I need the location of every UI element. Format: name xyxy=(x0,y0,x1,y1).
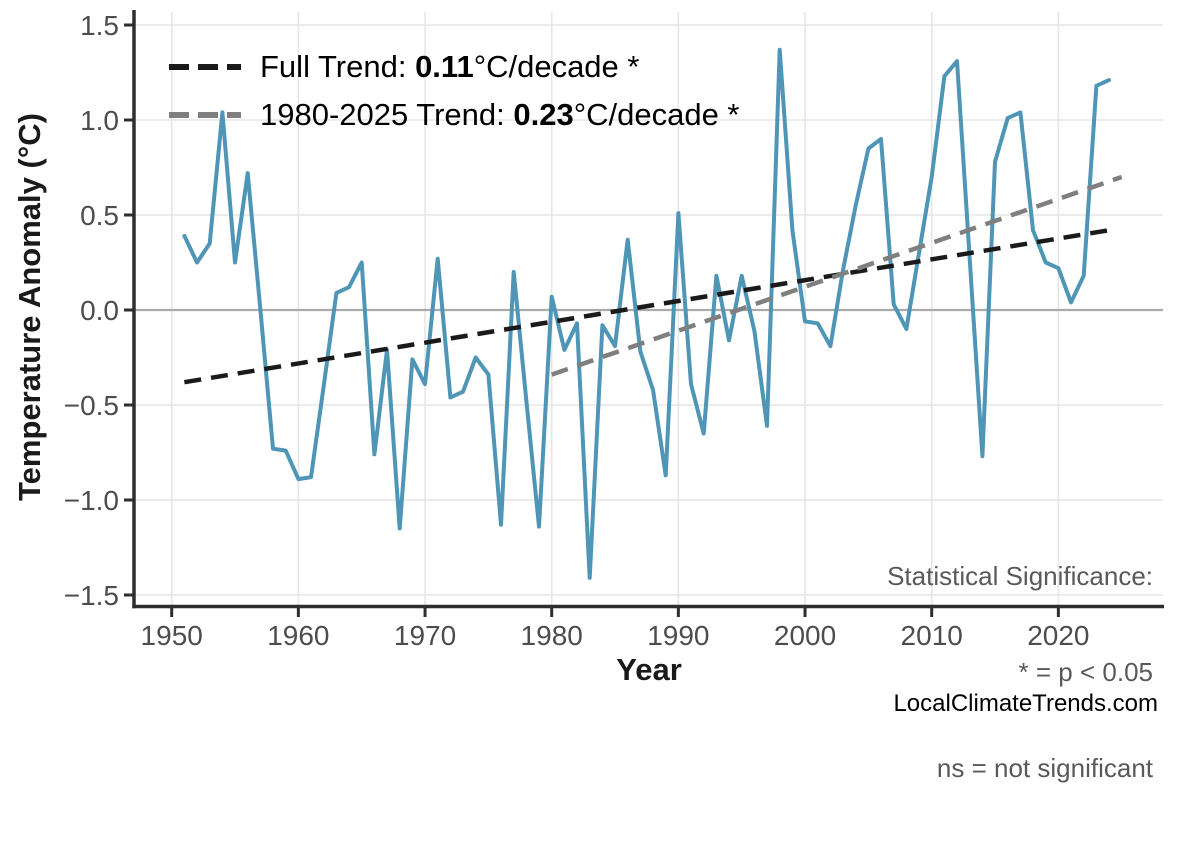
temperature-anomaly-chart: 1950 1960 1970 1980 1990 2000 2010 2020 −1.5 −1.0… xyxy=(12,10,1164,783)
watermark: LocalClimateTrends.com xyxy=(893,690,1158,717)
x-tick-label: 1960 xyxy=(267,620,329,651)
y-tick-label: −0.5 xyxy=(64,390,119,421)
legend-item-recent-trend: 1980-2025 Trend: 0.23°C/decade * xyxy=(166,91,739,139)
trend-line-full-trend xyxy=(184,227,1110,385)
y-tick-label: −1.5 xyxy=(64,580,119,611)
x-tick-label: 1980 xyxy=(521,620,583,651)
plot-area: 1950 1960 1970 1980 1990 2000 2010 2020 −1.5 −1.0… xyxy=(64,10,1164,651)
y-tick-label: 0.0 xyxy=(80,295,119,326)
x-tick-label: 1970 xyxy=(394,620,456,651)
significance-note-star: * = p < 0.05 xyxy=(1018,657,1153,687)
legend-full-suffix: °C/decade * xyxy=(473,49,640,84)
significance-note-title: Statistical Significance: xyxy=(887,561,1153,591)
legend-item-full-trend: Full Trend: 0.11°C/decade * xyxy=(166,43,739,91)
legend-label-full-trend: Full Trend: 0.11°C/decade * xyxy=(260,49,639,85)
trend-line-1980-2025-trend xyxy=(550,174,1123,377)
y-tick-label: −1.0 xyxy=(64,485,119,516)
legend-recent-prefix: 1980-2025 Trend: xyxy=(260,97,514,132)
x-axis-title: Year xyxy=(616,652,682,687)
legend: Full Trend: 0.11°C/decade * 1980-2025 Tr… xyxy=(166,43,739,139)
significance-note: Statistical Significance: * = p < 0.05 n… xyxy=(887,496,1153,848)
x-tick-label: 2000 xyxy=(774,620,836,651)
legend-full-value: 0.11 xyxy=(415,49,474,84)
y-axis-title: Temperature Anomaly (°C) xyxy=(12,113,47,501)
y-tick-label: 0.5 xyxy=(80,200,119,231)
x-tick-label: 1990 xyxy=(647,620,709,651)
significance-note-ns: ns = not significant xyxy=(936,753,1153,783)
x-tick-label: 2020 xyxy=(1027,620,1089,651)
full-trend-dash-icon xyxy=(169,64,241,70)
x-tick-label: 2010 xyxy=(901,620,963,651)
legend-label-recent-trend: 1980-2025 Trend: 0.23°C/decade * xyxy=(260,97,739,133)
legend-recent-suffix: °C/decade * xyxy=(573,97,740,132)
y-tick-label: 1.0 xyxy=(80,105,119,136)
legend-full-prefix: Full Trend: xyxy=(260,49,416,84)
x-tick-label: 1950 xyxy=(141,620,203,651)
legend-recent-value: 0.23 xyxy=(513,97,574,132)
anomaly-line xyxy=(182,47,1111,580)
y-tick-label: 1.5 xyxy=(80,10,119,41)
recent-trend-dash-icon xyxy=(169,112,241,118)
